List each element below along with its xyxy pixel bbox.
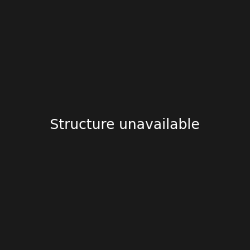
Text: Structure unavailable: Structure unavailable bbox=[50, 118, 200, 132]
